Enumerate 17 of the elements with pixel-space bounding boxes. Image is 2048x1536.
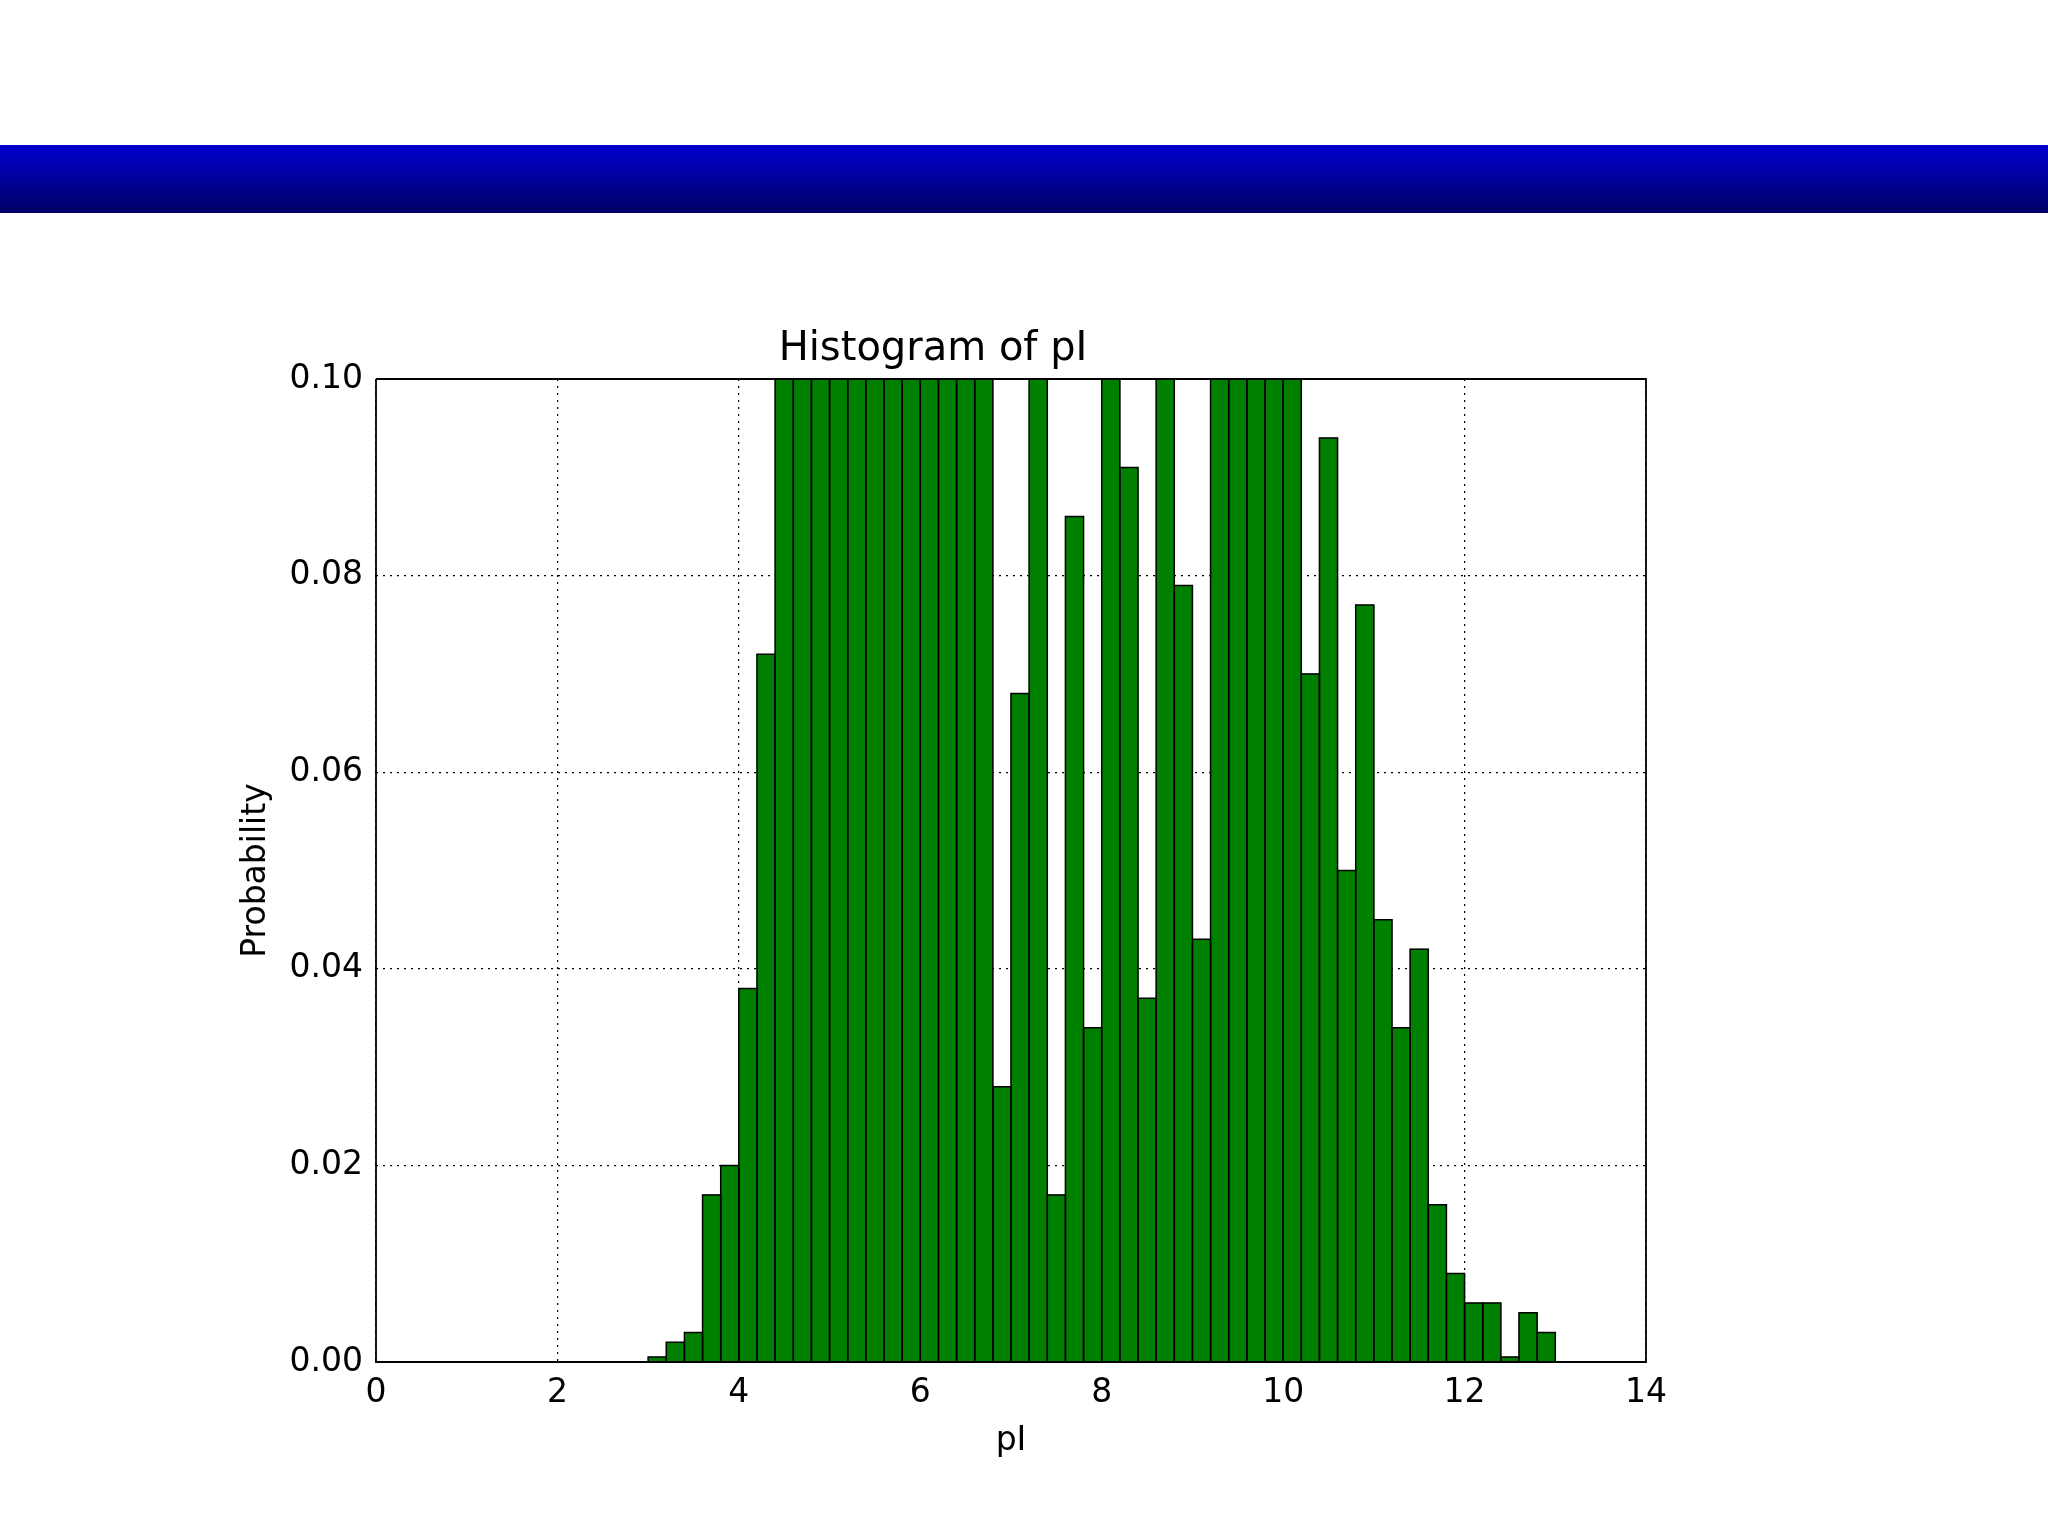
x-tick-label: 0 — [365, 1371, 387, 1411]
x-tick-label: 6 — [909, 1371, 931, 1411]
x-tick-label: 4 — [728, 1371, 750, 1411]
y-tick-label: 0.02 — [289, 1142, 363, 1182]
y-tick-label: 0.04 — [289, 946, 363, 986]
x-tick-label: 14 — [1625, 1371, 1667, 1411]
y-tick-label: 0.00 — [289, 1339, 363, 1379]
x-tick-label: 8 — [1091, 1371, 1113, 1411]
x-tick-label: 12 — [1443, 1371, 1486, 1411]
y-tick-label: 0.08 — [289, 553, 363, 593]
y-tick-label: 0.10 — [289, 356, 363, 396]
x-tick-label: 10 — [1262, 1371, 1305, 1411]
y-tick-label: 0.06 — [289, 749, 363, 789]
x-tick-label: 2 — [546, 1371, 568, 1411]
y-axis-title: Probability — [234, 783, 274, 958]
x-axis-title: pI — [995, 1418, 1027, 1458]
chart-title: Histogram of pI — [778, 323, 1088, 370]
